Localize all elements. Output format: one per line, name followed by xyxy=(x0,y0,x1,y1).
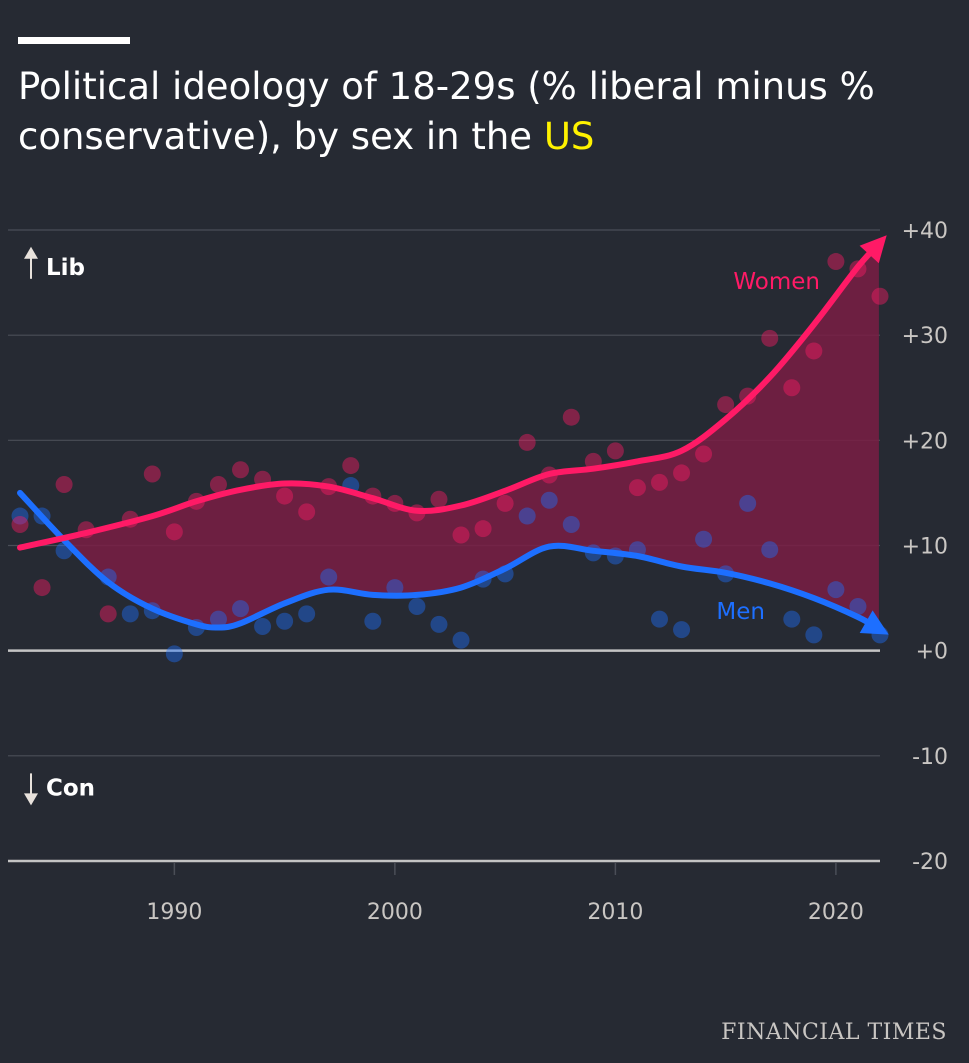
women-data-point xyxy=(496,494,514,512)
men-data-point xyxy=(276,612,294,630)
y-tick-label: +40 xyxy=(902,219,948,244)
women-data-point xyxy=(143,465,161,483)
women-data-point xyxy=(232,461,250,479)
x-tick-label: 1990 xyxy=(146,900,202,925)
men-data-point xyxy=(165,645,183,663)
up-arrow-icon xyxy=(24,246,38,259)
men-data-point xyxy=(849,597,867,615)
men-data-point xyxy=(540,491,558,509)
chart-title-text: Political ideology of 18-29s (% liberal … xyxy=(18,65,875,158)
women-data-point xyxy=(298,503,316,521)
men-data-point xyxy=(673,621,691,639)
men-data-point xyxy=(386,579,404,597)
men-data-point xyxy=(232,600,250,618)
men-data-point xyxy=(298,605,316,623)
men-data-point xyxy=(320,568,338,586)
men-data-point xyxy=(739,494,757,512)
gap-fill xyxy=(63,243,879,630)
publisher-logo: FINANCIAL TIMES xyxy=(721,1020,947,1045)
women-trend-line xyxy=(17,239,883,551)
women-data-point xyxy=(805,342,823,360)
women-data-point xyxy=(650,473,668,491)
women-data-point xyxy=(55,476,73,494)
y-tick-label: +20 xyxy=(902,429,948,454)
chart-title: Political ideology of 18-29s (% liberal … xyxy=(18,62,938,162)
women-arrowhead xyxy=(859,235,887,264)
women-data-point xyxy=(11,515,29,533)
women-data-point xyxy=(717,396,735,414)
x-tick-label: 2020 xyxy=(808,900,864,925)
women-data-point xyxy=(342,457,360,475)
women-data-point xyxy=(165,523,183,541)
gap-shading xyxy=(63,243,879,630)
men-trend-line xyxy=(17,489,883,633)
y-tick-label: +0 xyxy=(916,640,948,665)
women-data-point xyxy=(474,520,492,538)
data-points xyxy=(11,253,889,663)
men-data-point xyxy=(650,610,668,628)
women-data-point xyxy=(562,408,580,426)
women-data-point xyxy=(99,605,117,623)
women-data-point xyxy=(606,442,624,460)
chart-title-highlight: US xyxy=(543,115,595,158)
title-accent-bar xyxy=(18,37,130,44)
women-data-point xyxy=(452,526,470,544)
men-data-point xyxy=(562,515,580,533)
women-data-point xyxy=(33,579,51,597)
women-data-point xyxy=(695,445,713,463)
men-data-point xyxy=(452,631,470,649)
women-series-label: Women xyxy=(733,269,820,295)
men-arrowhead xyxy=(859,610,889,635)
women-data-point xyxy=(783,379,801,397)
men-data-point xyxy=(254,617,272,635)
men-data-point xyxy=(761,541,779,559)
y-tick-label: -20 xyxy=(912,850,948,875)
women-data-point xyxy=(628,479,646,497)
liberal-direction: Lib xyxy=(24,246,85,281)
women-data-point xyxy=(430,490,448,508)
men-data-point xyxy=(11,507,29,525)
men-data-point xyxy=(430,615,448,633)
women-data-point xyxy=(518,433,536,451)
men-data-point xyxy=(695,530,713,548)
men-data-point xyxy=(408,597,426,615)
men-data-point xyxy=(518,507,536,525)
y-tick-label: +30 xyxy=(902,324,948,349)
y-tick-label: -10 xyxy=(912,745,948,770)
x-tick-label: 2010 xyxy=(587,900,643,925)
men-data-point xyxy=(364,612,382,630)
x-tick-label: 2000 xyxy=(367,900,423,925)
men-data-point xyxy=(805,626,823,644)
chart-labels: +40 +30 +20 +10 +0 -10 -20 1990 2000 2010 2020 Wome… xyxy=(24,219,948,925)
conservative-direction: Con xyxy=(24,773,95,806)
men-data-point xyxy=(827,581,845,599)
women-data-point xyxy=(871,287,889,305)
men-data-point xyxy=(783,610,801,628)
men-series-label: Men xyxy=(716,599,765,625)
men-data-point xyxy=(121,605,139,623)
trend-lines xyxy=(17,235,889,635)
women-data-point xyxy=(276,487,294,505)
women-data-point xyxy=(209,476,227,494)
down-arrow-icon xyxy=(24,793,38,806)
y-tick-label: +10 xyxy=(902,535,948,560)
men-data-point xyxy=(209,610,227,628)
women-data-point xyxy=(761,329,779,347)
women-data-point xyxy=(673,464,691,482)
conservative-direction-label: Con xyxy=(46,775,95,801)
liberal-direction-label: Lib xyxy=(46,255,85,281)
women-data-point xyxy=(827,253,845,271)
